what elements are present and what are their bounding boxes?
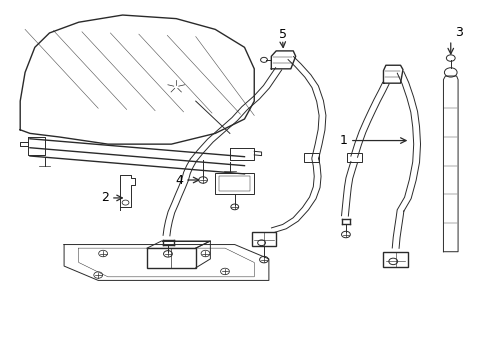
Text: 3: 3 — [454, 27, 462, 40]
Bar — [215, 173, 254, 194]
Text: 4: 4 — [175, 174, 183, 186]
Bar — [219, 176, 250, 192]
Text: 1: 1 — [339, 134, 347, 147]
Text: 5: 5 — [278, 28, 286, 41]
Bar — [251, 232, 276, 246]
Bar — [346, 153, 361, 162]
Bar — [304, 153, 319, 162]
Bar — [383, 252, 407, 267]
Text: 2: 2 — [101, 192, 109, 204]
Bar — [147, 248, 195, 268]
